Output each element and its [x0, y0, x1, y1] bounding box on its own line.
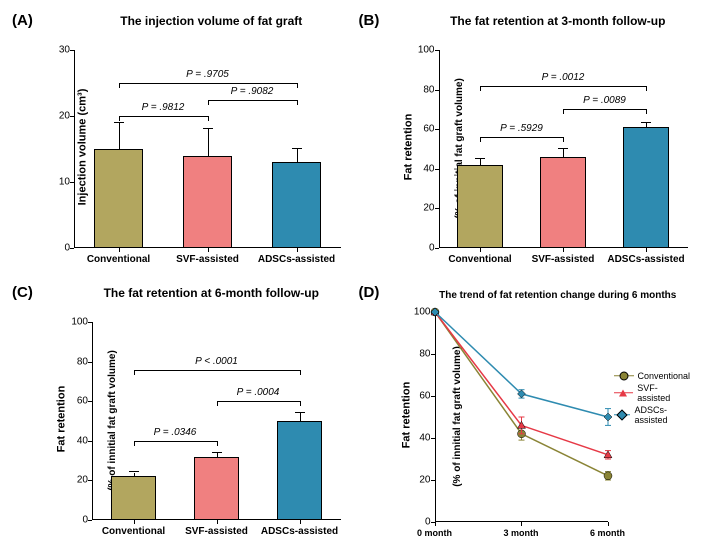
- y-axis-label: Fat retention: [55, 386, 67, 453]
- xtick-label: SVF-assisted: [532, 248, 595, 265]
- xtick-label: SVF-assisted: [185, 520, 248, 537]
- chart-area: 0102030Injection volume (cm³)Conventiona…: [74, 50, 341, 248]
- figure-grid: (A) The injection volume of fat graft 0102…: [12, 12, 697, 548]
- xtick-label: 3 month: [504, 522, 539, 538]
- bar: [540, 157, 586, 248]
- legend-label: SVF-assisted: [637, 383, 690, 403]
- panel-c: (C) The fat retention at 6-month follow-u…: [12, 284, 351, 548]
- sig-label: P = .0346: [154, 427, 197, 438]
- sig-label: P = .0089: [583, 95, 626, 106]
- xtick-label: Conventional: [448, 248, 511, 265]
- chart-area: 020406080100Fat retention(% of innitial …: [439, 50, 688, 248]
- legend-item: Conventional: [614, 371, 691, 381]
- bar: [111, 476, 157, 520]
- panel-letter: (D): [359, 284, 380, 301]
- panel-title: The fat retention at 6-month follow-up: [72, 286, 351, 300]
- chart-area: 0204060801000 month3 month6 monthFat ret…: [435, 312, 608, 522]
- legend: Conventional SVF-assistedADSCs-assisted: [614, 371, 691, 427]
- legend-item: ADSCs-assisted: [614, 405, 691, 425]
- sig-label: P = .9812: [142, 102, 185, 113]
- sig-label: P < .0001: [195, 356, 238, 367]
- xtick-label: 0 month: [417, 522, 452, 538]
- panel-a: (A) The injection volume of fat graft 0102…: [12, 12, 351, 276]
- sig-label: P = .5929: [500, 123, 543, 134]
- panel-d: (D) The trend of fat retention change dur…: [359, 284, 698, 548]
- legend-label: ADSCs-assisted: [634, 405, 690, 425]
- legend-item: SVF-assisted: [614, 383, 691, 403]
- bar: [183, 156, 232, 248]
- y-axis-label: Injection volume (cm³): [76, 89, 88, 206]
- sig-label: P = .9082: [231, 86, 274, 97]
- bar: [457, 165, 503, 248]
- xtick-label: Conventional: [102, 520, 165, 537]
- legend-label: Conventional: [638, 371, 691, 381]
- xtick-label: ADSCs-assisted: [258, 248, 335, 265]
- y-axis-sublabel: (% of innitial fat graft volume): [107, 350, 118, 491]
- bar: [272, 162, 321, 248]
- panel-title: The injection volume of fat graft: [72, 14, 351, 28]
- panel-letter: (B): [359, 12, 380, 29]
- bar: [277, 421, 323, 520]
- chart-area: 020406080100Fat retention(% of innitial …: [92, 322, 341, 520]
- xtick-label: SVF-assisted: [176, 248, 239, 265]
- bar: [194, 457, 240, 520]
- y-axis-label: Fat retention: [400, 382, 412, 449]
- xtick-label: ADSCs-assisted: [607, 248, 684, 265]
- panel-letter: (A): [12, 12, 33, 29]
- xtick-label: Conventional: [87, 248, 150, 265]
- sig-label: P = .0004: [237, 387, 280, 398]
- bar: [94, 149, 143, 248]
- xtick-label: 6 month: [590, 522, 625, 538]
- sig-label: P = .9705: [186, 69, 229, 80]
- panel-b: (B) The fat retention at 3-month follow-u…: [359, 12, 698, 276]
- xtick-label: ADSCs-assisted: [261, 520, 338, 537]
- y-axis-label: Fat retention: [402, 114, 414, 181]
- line-svg: [435, 312, 608, 522]
- panel-title: The fat retention at 3-month follow-up: [419, 14, 698, 28]
- bar: [623, 127, 669, 248]
- sig-label: P = .0012: [542, 72, 585, 83]
- panel-letter: (C): [12, 284, 33, 301]
- panel-title: The trend of fat retention change during…: [419, 290, 698, 301]
